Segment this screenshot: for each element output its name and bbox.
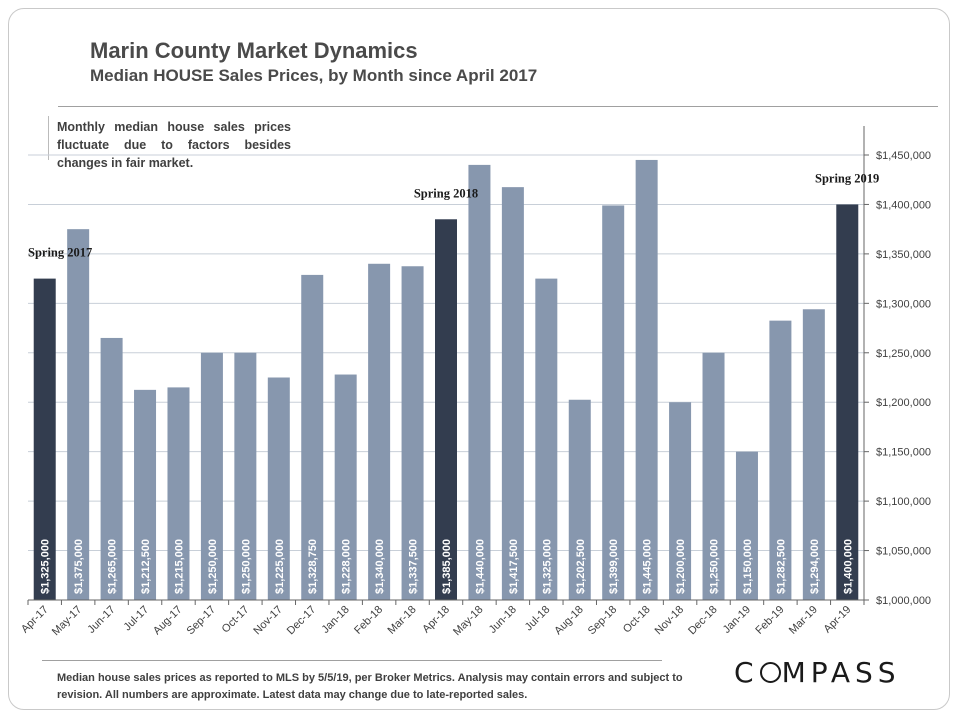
bar-may-18	[468, 164, 491, 600]
x-tick-label: May-17	[50, 604, 84, 638]
bar-value-label: $1,250,000	[709, 539, 721, 594]
y-tick-label: $1,150,000	[876, 447, 931, 459]
bar-nov-18	[669, 402, 692, 600]
x-tick-label: Mar-19	[787, 604, 820, 637]
annotation-apr-17: Spring 2017	[28, 246, 92, 260]
x-tick-label: Sep-17	[184, 604, 218, 638]
bar-oct-17	[234, 352, 257, 600]
title-divider	[58, 106, 938, 107]
bar-jun-18	[501, 187, 524, 600]
bar-value-label: $1,250,000	[240, 539, 252, 594]
bar-value-label: $1,399,000	[608, 539, 620, 594]
x-tick-label: Aug-17	[151, 604, 185, 638]
bar-feb-18	[368, 263, 391, 600]
note-accent-bar	[48, 116, 49, 160]
annotation-apr-18: Spring 2018	[414, 186, 478, 200]
y-tick-label: $1,050,000	[876, 546, 931, 558]
x-tick-label: Feb-18	[352, 604, 385, 637]
bar-value-label: $1,445,000	[642, 539, 654, 594]
bar-dec-17	[301, 274, 324, 600]
x-tick-label: Oct-18	[621, 604, 653, 636]
bar-jul-17	[134, 389, 157, 600]
x-tick-label: Jul-17	[121, 604, 151, 634]
x-tick-label: Sep-18	[586, 604, 620, 638]
bar-jun-17	[100, 337, 123, 600]
y-tick-label: $1,200,000	[876, 397, 931, 409]
annotation-apr-19: Spring 2019	[815, 171, 879, 185]
page-title: Marin County Market Dynamics	[90, 38, 418, 63]
page-subtitle: Median HOUSE Sales Prices, by Month sinc…	[90, 66, 538, 85]
bar-aug-17	[167, 387, 190, 600]
bar-sep-18	[602, 205, 625, 600]
bar-value-label: $1,440,000	[474, 539, 486, 594]
x-tick-label: Oct-17	[220, 604, 252, 636]
x-tick-label: Apr-19	[822, 604, 854, 636]
y-tick-label: $1,000,000	[876, 595, 931, 607]
y-tick-label: $1,450,000	[876, 150, 931, 162]
bar-value-label: $1,328,750	[307, 539, 319, 594]
bars: $1,325,000 $1,375,000 $1,265,000 $1,212,500…	[33, 159, 859, 600]
bar-value-label: $1,202,500	[575, 539, 587, 594]
bar-value-label: $1,225,000	[274, 539, 286, 594]
bar-jan-18	[334, 374, 357, 600]
x-tick-label: Dec-17	[285, 604, 319, 638]
x-tick-label: Apr-18	[420, 604, 452, 636]
bar-value-label: $1,150,000	[742, 539, 754, 594]
compass-logo: C MPASS	[734, 656, 901, 689]
bar-apr-18	[435, 219, 457, 600]
bar-value-label: $1,417,500	[508, 539, 520, 594]
bar-may-17	[67, 229, 90, 600]
bar-value-label: $1,282,500	[775, 539, 787, 594]
bar-jan-19	[735, 451, 758, 600]
x-tick-label: Jun-17	[85, 604, 117, 636]
bar-value-label: $1,265,000	[107, 539, 119, 594]
x-tick-label: Jul-18	[523, 604, 553, 634]
bar-feb-19	[769, 320, 792, 600]
bar-value-label: $1,325,000	[40, 539, 52, 594]
bar-value-label: $1,375,000	[73, 539, 85, 594]
bar-value-label: $1,212,500	[140, 539, 152, 594]
x-tick-label: Jun-18	[487, 604, 519, 636]
bar-aug-18	[568, 399, 591, 600]
x-tick-label: May-18	[451, 604, 485, 638]
y-tick-label: $1,250,000	[876, 348, 931, 360]
x-tick-label: Aug-18	[552, 604, 586, 638]
bar-dec-18	[702, 352, 725, 600]
bar-value-label: $1,200,000	[675, 539, 687, 594]
bar-value-label: $1,250,000	[207, 539, 219, 594]
bar-apr-19	[836, 204, 859, 600]
y-tick-label: $1,400,000	[876, 199, 931, 211]
x-tick-label: Jan-19	[721, 604, 753, 636]
bar-value-label: $1,400,000	[842, 539, 854, 594]
chart-note: Monthly median house sales prices fluctu…	[57, 120, 291, 170]
x-tick-label: Jan-18	[320, 604, 352, 636]
bar-mar-19	[802, 309, 825, 600]
bar-oct-18	[635, 159, 658, 600]
bar-value-label: $1,228,000	[341, 539, 353, 594]
bar-value-label: $1,325,000	[541, 539, 553, 594]
x-tick-label: Dec-18	[686, 604, 720, 638]
slide-frame	[8, 8, 950, 710]
y-tick-label: $1,300,000	[876, 298, 931, 310]
y-tick-label: $1,350,000	[876, 249, 931, 261]
x-tick-label: Apr-17	[19, 604, 51, 636]
x-tick-label: Feb-19	[753, 604, 786, 637]
x-tick-label: Mar-18	[386, 604, 419, 637]
bar-nov-17	[267, 377, 290, 600]
footer-divider	[42, 660, 662, 661]
bar-value-label: $1,385,000	[441, 539, 453, 594]
footnote: Median house sales prices as reported to…	[57, 672, 683, 701]
x-tick-label: Nov-18	[653, 604, 687, 638]
x-tick-label: Nov-17	[251, 604, 285, 638]
bar-apr-17	[33, 278, 56, 600]
bar-value-label: $1,340,000	[374, 539, 386, 594]
bar-value-label: $1,337,500	[408, 539, 420, 594]
bar-value-label: $1,215,000	[173, 539, 185, 594]
bar-sep-17	[200, 352, 223, 600]
bar-jul-18	[535, 278, 558, 600]
bar-value-label: $1,294,000	[809, 539, 821, 594]
bar-mar-18	[401, 266, 424, 600]
y-tick-label: $1,100,000	[876, 496, 931, 508]
